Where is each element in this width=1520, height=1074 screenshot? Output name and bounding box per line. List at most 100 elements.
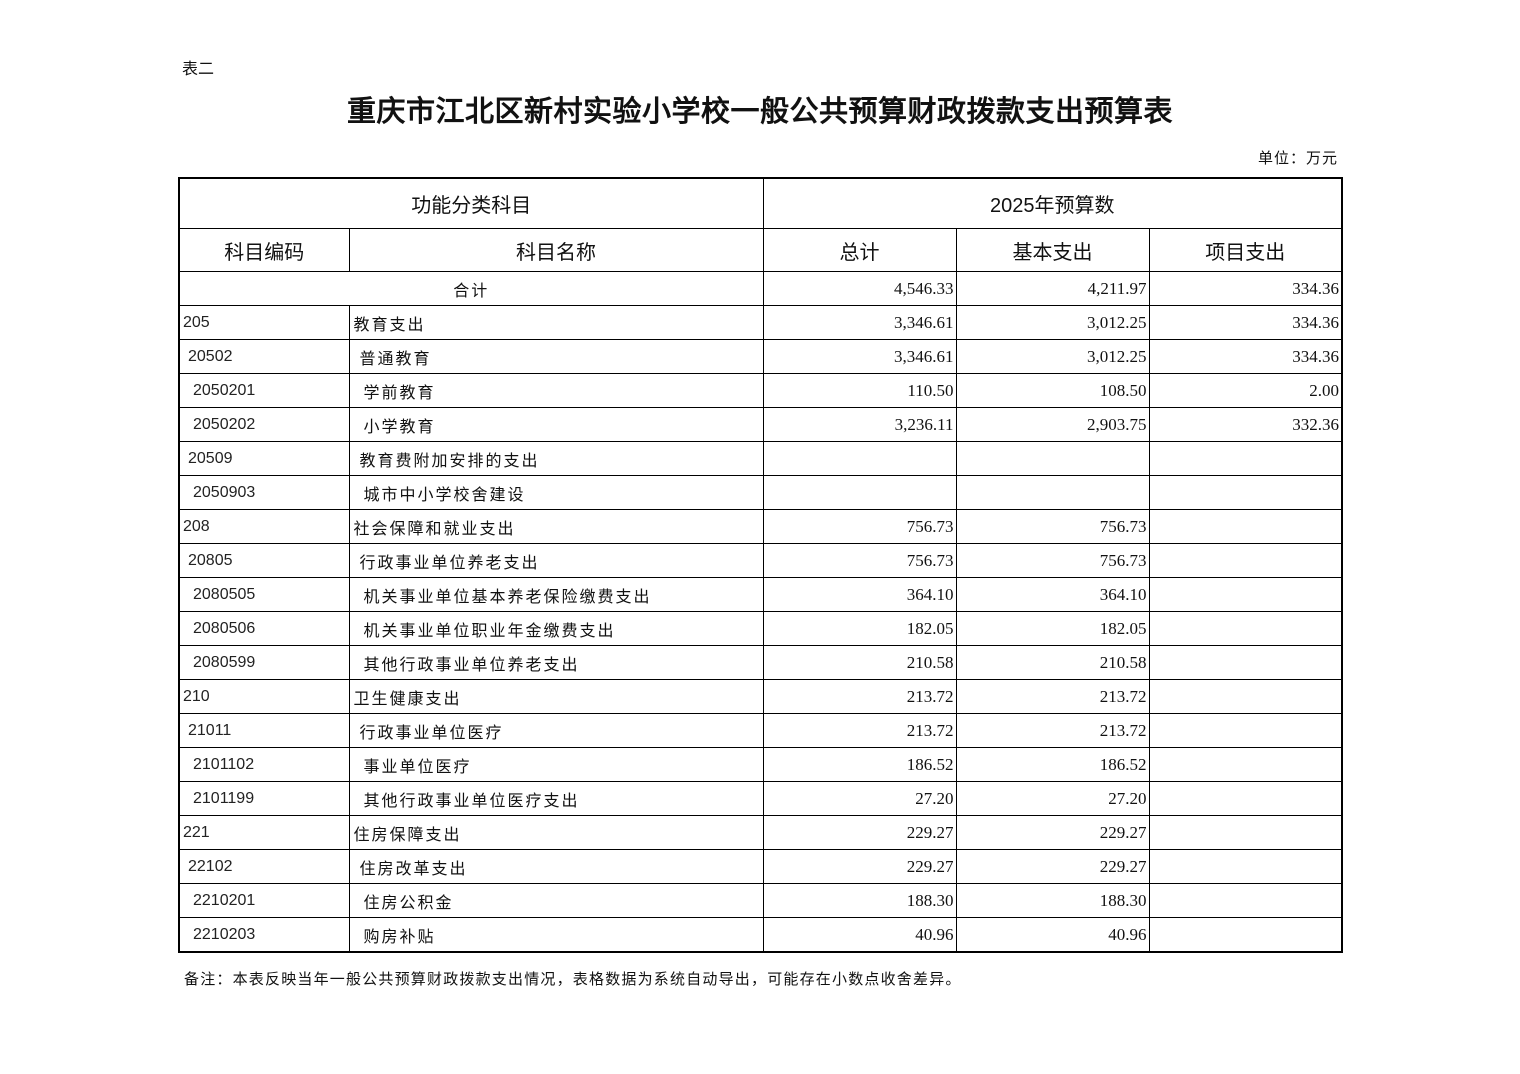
table-row: 210 卫生健康支出 213.72 213.72 xyxy=(178,679,1343,714)
cell-name: 行政事业单位养老支出 xyxy=(348,543,764,578)
cell-basic: 182.05 xyxy=(955,611,1150,646)
table-row: 221 住房保障支出 229.27 229.27 xyxy=(178,815,1343,850)
cell-basic: 27.20 xyxy=(955,781,1150,816)
footnote: 备注：本表反映当年一般公共预算财政拨款支出情况，表格数据为系统自动导出，可能存在… xyxy=(184,970,962,988)
cell-total: 229.27 xyxy=(762,815,957,850)
cell-basic: 3,012.25 xyxy=(955,305,1150,340)
cell-project xyxy=(1148,475,1343,510)
cell-project xyxy=(1148,917,1343,953)
cell-basic: 3,012.25 xyxy=(955,339,1150,374)
cell-basic: 364.10 xyxy=(955,577,1150,612)
cell-basic xyxy=(955,441,1150,476)
cell-project xyxy=(1148,883,1343,918)
cell-code: 2080505 xyxy=(178,577,350,612)
cell-name: 学前教育 xyxy=(348,373,764,408)
cell-code: 208 xyxy=(178,509,350,544)
cell-project: 334.36 xyxy=(1148,339,1343,374)
cell-code: 21011 xyxy=(178,713,350,748)
header-functional-category: 功能分类科目 xyxy=(178,177,764,229)
table-row: 20502 普通教育 3,346.61 3,012.25 334.36 xyxy=(178,339,1343,374)
cell-total xyxy=(762,475,957,510)
cell-total: 756.73 xyxy=(762,543,957,578)
unit-label: 单位：万元 xyxy=(1257,149,1338,167)
cell-name: 教育费附加安排的支出 xyxy=(348,441,764,476)
cell-project xyxy=(1148,645,1343,680)
total-label: 合计 xyxy=(178,271,764,306)
cell-total: 186.52 xyxy=(762,747,957,782)
header-name: 科目名称 xyxy=(348,228,764,272)
cell-code: 22102 xyxy=(178,849,350,884)
table-row: 2101199 其他行政事业单位医疗支出 27.20 27.20 xyxy=(178,781,1343,816)
cell-project: 332.36 xyxy=(1148,407,1343,442)
cell-name: 小学教育 xyxy=(348,407,764,442)
table-row: 205 教育支出 3,346.61 3,012.25 334.36 xyxy=(178,305,1343,340)
header-code: 科目编码 xyxy=(178,228,350,272)
cell-code: 2101199 xyxy=(178,781,350,816)
total-total: 4,546.33 xyxy=(762,271,957,306)
cell-code: 20509 xyxy=(178,441,350,476)
cell-project xyxy=(1148,509,1343,544)
table-row: 2080505 机关事业单位基本养老保险缴费支出 364.10 364.10 xyxy=(178,577,1343,612)
table-row: 2080506 机关事业单位职业年金缴费支出 182.05 182.05 xyxy=(178,611,1343,646)
cell-basic: 756.73 xyxy=(955,543,1150,578)
cell-code: 20805 xyxy=(178,543,350,578)
table-row: 21011 行政事业单位医疗 213.72 213.72 xyxy=(178,713,1343,748)
total-project: 334.36 xyxy=(1148,271,1343,306)
cell-total: 188.30 xyxy=(762,883,957,918)
table-row: 2210201 住房公积金 188.30 188.30 xyxy=(178,883,1343,918)
total-basic: 4,211.97 xyxy=(955,271,1150,306)
total-row: 合计 4,546.33 4,211.97 334.36 xyxy=(178,271,1343,306)
table-row: 2101102 事业单位医疗 186.52 186.52 xyxy=(178,747,1343,782)
table-row: 22102 住房改革支出 229.27 229.27 xyxy=(178,849,1343,884)
cell-code: 20502 xyxy=(178,339,350,374)
cell-basic: 229.27 xyxy=(955,849,1150,884)
cell-code: 2210203 xyxy=(178,917,350,953)
cell-name: 住房公积金 xyxy=(348,883,764,918)
cell-name: 教育支出 xyxy=(348,305,764,340)
cell-total: 229.27 xyxy=(762,849,957,884)
header-basic: 基本支出 xyxy=(955,228,1150,272)
cell-project: 334.36 xyxy=(1148,305,1343,340)
cell-basic: 756.73 xyxy=(955,509,1150,544)
cell-code: 2101102 xyxy=(178,747,350,782)
table-row: 2050903 城市中小学校舍建设 xyxy=(178,475,1343,510)
cell-basic: 108.50 xyxy=(955,373,1150,408)
budget-table: 功能分类科目 2025年预算数 科目编码 科目名称 总计 基本支出 项目支出 合… xyxy=(178,177,1343,953)
cell-name: 机关事业单位职业年金缴费支出 xyxy=(348,611,764,646)
cell-project xyxy=(1148,815,1343,850)
column-header-row: 科目编码 科目名称 总计 基本支出 项目支出 xyxy=(178,228,1343,272)
cell-total: 182.05 xyxy=(762,611,957,646)
cell-code: 2080506 xyxy=(178,611,350,646)
cell-total: 3,346.61 xyxy=(762,305,957,340)
cell-project xyxy=(1148,441,1343,476)
cell-total: 213.72 xyxy=(762,679,957,714)
cell-name: 住房保障支出 xyxy=(348,815,764,850)
cell-name: 其他行政事业单位养老支出 xyxy=(348,645,764,680)
cell-total: 213.72 xyxy=(762,713,957,748)
cell-code: 2050201 xyxy=(178,373,350,408)
cell-project xyxy=(1148,713,1343,748)
cell-name: 城市中小学校舍建设 xyxy=(348,475,764,510)
cell-code: 2050903 xyxy=(178,475,350,510)
cell-basic: 229.27 xyxy=(955,815,1150,850)
table-row: 2050202 小学教育 3,236.11 2,903.75 332.36 xyxy=(178,407,1343,442)
table-row: 2080599 其他行政事业单位养老支出 210.58 210.58 xyxy=(178,645,1343,680)
cell-name: 事业单位医疗 xyxy=(348,747,764,782)
cell-total: 40.96 xyxy=(762,917,957,953)
cell-code: 2050202 xyxy=(178,407,350,442)
cell-total: 3,236.11 xyxy=(762,407,957,442)
cell-name: 机关事业单位基本养老保险缴费支出 xyxy=(348,577,764,612)
cell-total: 756.73 xyxy=(762,509,957,544)
cell-project: 2.00 xyxy=(1148,373,1343,408)
cell-basic: 40.96 xyxy=(955,917,1150,953)
cell-basic xyxy=(955,475,1150,510)
cell-project xyxy=(1148,577,1343,612)
cell-basic: 188.30 xyxy=(955,883,1150,918)
cell-name: 行政事业单位医疗 xyxy=(348,713,764,748)
cell-total: 210.58 xyxy=(762,645,957,680)
cell-basic: 186.52 xyxy=(955,747,1150,782)
cell-basic: 213.72 xyxy=(955,713,1150,748)
cell-total: 364.10 xyxy=(762,577,957,612)
cell-name: 普通教育 xyxy=(348,339,764,374)
cell-total: 3,346.61 xyxy=(762,339,957,374)
